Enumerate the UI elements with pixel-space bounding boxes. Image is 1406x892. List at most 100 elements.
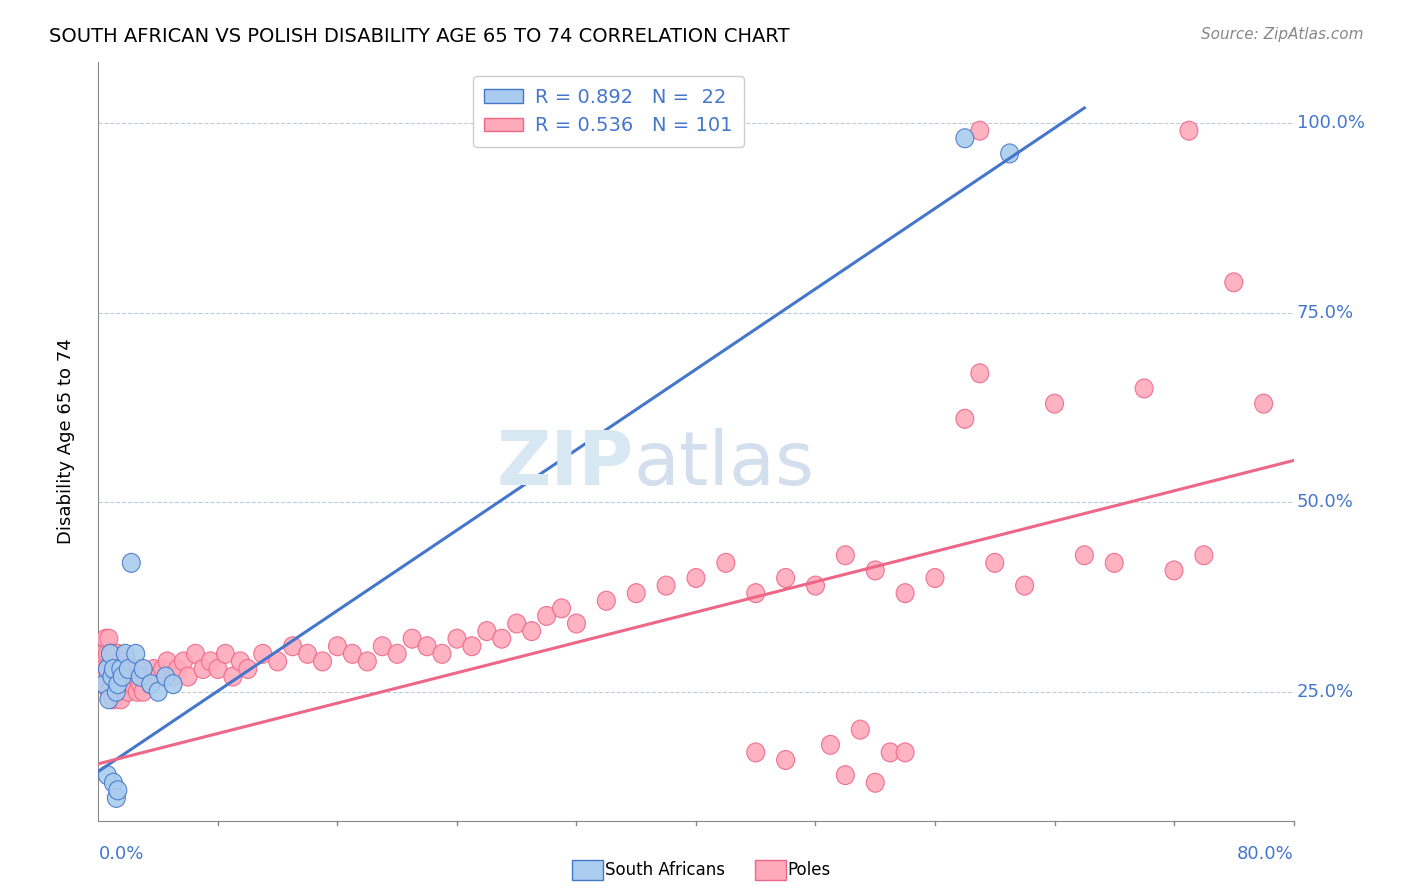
Ellipse shape	[956, 128, 974, 148]
Ellipse shape	[232, 652, 249, 671]
Ellipse shape	[120, 682, 138, 701]
Ellipse shape	[149, 667, 167, 686]
Ellipse shape	[209, 659, 226, 679]
Ellipse shape	[135, 659, 152, 679]
Ellipse shape	[101, 644, 120, 664]
Ellipse shape	[127, 667, 145, 686]
Ellipse shape	[103, 674, 121, 694]
Ellipse shape	[201, 652, 219, 671]
Ellipse shape	[1076, 546, 1094, 565]
Ellipse shape	[112, 690, 129, 709]
Ellipse shape	[747, 743, 765, 762]
Ellipse shape	[1180, 121, 1198, 140]
Ellipse shape	[122, 659, 141, 679]
Ellipse shape	[866, 561, 884, 580]
Ellipse shape	[776, 750, 794, 770]
Ellipse shape	[807, 576, 824, 595]
Ellipse shape	[115, 659, 132, 679]
Ellipse shape	[112, 652, 129, 671]
Ellipse shape	[120, 659, 138, 679]
Ellipse shape	[224, 667, 242, 686]
Text: South Africans: South Africans	[605, 861, 724, 879]
Ellipse shape	[98, 644, 117, 664]
Ellipse shape	[449, 629, 465, 648]
Ellipse shape	[124, 674, 142, 694]
Ellipse shape	[896, 743, 914, 762]
Text: 75.0%: 75.0%	[1296, 303, 1354, 322]
Ellipse shape	[508, 614, 526, 633]
Ellipse shape	[1105, 553, 1123, 573]
Ellipse shape	[149, 682, 167, 701]
Ellipse shape	[523, 622, 541, 640]
Ellipse shape	[986, 553, 1004, 573]
Ellipse shape	[1135, 379, 1153, 398]
Ellipse shape	[217, 644, 235, 664]
Ellipse shape	[114, 667, 131, 686]
Ellipse shape	[688, 568, 704, 588]
Ellipse shape	[927, 568, 943, 588]
Ellipse shape	[568, 614, 585, 633]
Ellipse shape	[1046, 394, 1063, 413]
Ellipse shape	[284, 637, 302, 656]
Ellipse shape	[169, 659, 187, 679]
Ellipse shape	[359, 652, 377, 671]
Ellipse shape	[1166, 561, 1182, 580]
Ellipse shape	[135, 682, 152, 701]
Ellipse shape	[404, 629, 422, 648]
Ellipse shape	[553, 599, 571, 618]
Ellipse shape	[100, 629, 118, 648]
Ellipse shape	[111, 667, 128, 686]
Ellipse shape	[131, 674, 149, 694]
Ellipse shape	[882, 743, 900, 762]
Ellipse shape	[97, 674, 115, 694]
Ellipse shape	[121, 667, 139, 686]
Text: SOUTH AFRICAN VS POLISH DISABILITY AGE 65 TO 74 CORRELATION CHART: SOUTH AFRICAN VS POLISH DISABILITY AGE 6…	[49, 27, 790, 45]
Ellipse shape	[103, 667, 121, 686]
Ellipse shape	[104, 690, 122, 709]
Ellipse shape	[837, 546, 855, 565]
Ellipse shape	[314, 652, 332, 671]
Ellipse shape	[142, 674, 160, 694]
Ellipse shape	[156, 667, 174, 686]
Ellipse shape	[657, 576, 675, 595]
Ellipse shape	[105, 644, 124, 664]
Ellipse shape	[153, 659, 172, 679]
Text: 50.0%: 50.0%	[1296, 493, 1354, 511]
Ellipse shape	[972, 121, 988, 140]
Ellipse shape	[1254, 394, 1272, 413]
Ellipse shape	[747, 583, 765, 603]
Ellipse shape	[94, 659, 112, 679]
Text: ZIP: ZIP	[496, 427, 633, 500]
Ellipse shape	[129, 659, 148, 679]
Ellipse shape	[329, 637, 346, 656]
Ellipse shape	[122, 553, 141, 573]
Text: 80.0%: 80.0%	[1237, 845, 1294, 863]
Ellipse shape	[717, 553, 735, 573]
Ellipse shape	[418, 637, 436, 656]
Text: 25.0%: 25.0%	[1296, 682, 1354, 701]
Text: 0.0%: 0.0%	[98, 845, 143, 863]
Ellipse shape	[494, 629, 510, 648]
Ellipse shape	[972, 364, 988, 383]
Ellipse shape	[98, 659, 117, 679]
Ellipse shape	[108, 780, 127, 800]
Ellipse shape	[104, 659, 122, 679]
Ellipse shape	[956, 409, 974, 428]
Ellipse shape	[821, 735, 839, 755]
Ellipse shape	[145, 659, 163, 679]
Ellipse shape	[433, 644, 451, 664]
Ellipse shape	[1225, 273, 1243, 292]
Ellipse shape	[866, 773, 884, 792]
Ellipse shape	[100, 690, 118, 709]
Ellipse shape	[108, 682, 127, 701]
Ellipse shape	[239, 659, 257, 679]
Legend: R = 0.892   N =  22, R = 0.536   N = 101: R = 0.892 N = 22, R = 0.536 N = 101	[472, 76, 744, 147]
Ellipse shape	[118, 652, 136, 671]
Ellipse shape	[108, 644, 127, 664]
Ellipse shape	[108, 674, 127, 694]
Ellipse shape	[254, 644, 271, 664]
Ellipse shape	[114, 667, 131, 686]
Ellipse shape	[194, 659, 212, 679]
Ellipse shape	[388, 644, 406, 664]
Ellipse shape	[776, 568, 794, 588]
